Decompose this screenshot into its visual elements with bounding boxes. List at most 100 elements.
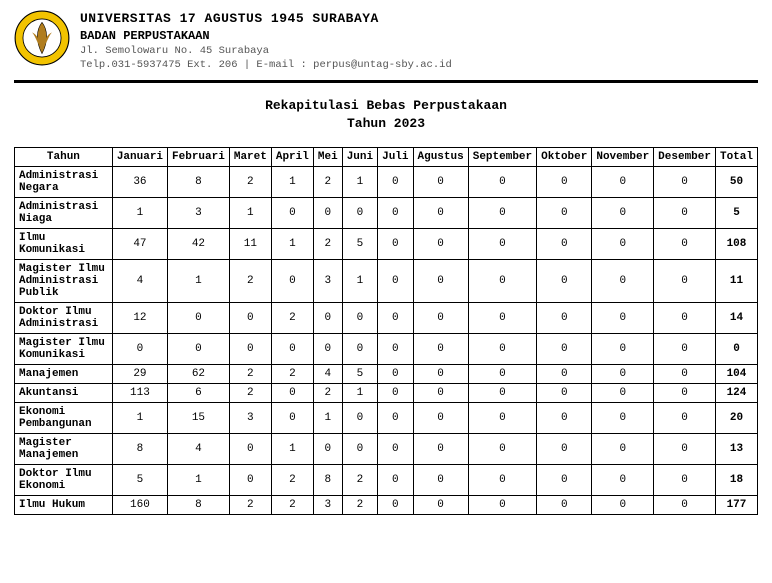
table-row: Ekonomi Pembangunan115301000000020 [15,403,758,434]
cell-value: 0 [654,384,716,403]
row-label: Magister Ilmu Administrasi Publik [15,260,113,303]
row-label: Ilmu Komunikasi [15,229,113,260]
cell-value: 1 [271,229,313,260]
cell-value: 0 [592,496,654,515]
table-row: Akuntansi11362021000000124 [15,384,758,403]
cell-value: 0 [413,403,468,434]
cell-total: 11 [715,260,757,303]
cell-value: 0 [313,434,342,465]
cell-total: 13 [715,434,757,465]
cell-value: 0 [537,260,592,303]
cell-value: 0 [468,303,536,334]
table-row: Magister Ilmu Administrasi Publik4120310… [15,260,758,303]
cell-value: 0 [654,229,716,260]
cell-value: 0 [654,260,716,303]
cell-value: 0 [537,365,592,384]
cell-value: 0 [468,403,536,434]
cell-value: 0 [468,365,536,384]
cell-value: 0 [413,496,468,515]
cell-value: 0 [229,334,271,365]
cell-value: 2 [229,167,271,198]
row-label: Magister Ilmu Komunikasi [15,334,113,365]
university-logo [14,10,70,66]
cell-value: 0 [537,465,592,496]
row-label: Administrasi Negara [15,167,113,198]
col-oktober: Oktober [537,148,592,167]
cell-value: 0 [468,167,536,198]
cell-value: 1 [271,167,313,198]
cell-value: 3 [313,496,342,515]
table-row: Administrasi Negara368212100000050 [15,167,758,198]
cell-value: 11 [229,229,271,260]
cell-value: 0 [313,303,342,334]
cell-total: 50 [715,167,757,198]
cell-value: 0 [413,365,468,384]
cell-value: 0 [468,496,536,515]
cell-value: 0 [413,434,468,465]
cell-value: 0 [413,465,468,496]
row-label: Magister Manajemen [15,434,113,465]
table-row: Magister Manajemen84010000000013 [15,434,758,465]
cell-value: 0 [378,465,413,496]
cell-value: 0 [229,303,271,334]
cell-value: 0 [313,334,342,365]
col-desember: Desember [654,148,716,167]
cell-value: 0 [313,198,342,229]
cell-value: 8 [168,167,230,198]
col-juni: Juni [342,148,377,167]
cell-value: 0 [654,365,716,384]
col-agustus: Agustus [413,148,468,167]
table-header-row: TahunJanuariFebruariMaretAprilMeiJuniJul… [15,148,758,167]
cell-value: 0 [378,229,413,260]
row-label: Doktor Ilmu Administrasi [15,303,113,334]
table-body: Administrasi Negara368212100000050Admini… [15,167,758,515]
university-name: UNIVERSITAS 17 AGUSTUS 1945 SURABAYA [80,10,452,28]
recap-table: TahunJanuariFebruariMaretAprilMeiJuniJul… [14,147,758,515]
cell-value: 36 [112,167,167,198]
cell-value: 160 [112,496,167,515]
cell-value: 0 [229,465,271,496]
cell-value: 15 [168,403,230,434]
cell-value: 0 [468,198,536,229]
col-januari: Januari [112,148,167,167]
cell-value: 0 [271,260,313,303]
title-line1: Rekapitulasi Bebas Perpustakaan [14,97,758,115]
cell-value: 0 [468,465,536,496]
cell-value: 0 [378,384,413,403]
cell-value: 0 [413,198,468,229]
cell-value: 0 [592,365,654,384]
cell-value: 42 [168,229,230,260]
header-text: UNIVERSITAS 17 AGUSTUS 1945 SURABAYA BAD… [80,10,452,72]
cell-value: 0 [342,334,377,365]
col-mei: Mei [313,148,342,167]
cell-value: 5 [342,365,377,384]
cell-value: 1 [112,198,167,229]
cell-value: 2 [229,365,271,384]
cell-value: 2 [271,496,313,515]
cell-value: 2 [342,496,377,515]
cell-value: 113 [112,384,167,403]
cell-value: 8 [313,465,342,496]
cell-value: 0 [271,198,313,229]
cell-value: 0 [592,434,654,465]
cell-value: 2 [313,167,342,198]
cell-value: 4 [168,434,230,465]
cell-value: 0 [413,229,468,260]
cell-value: 0 [654,334,716,365]
cell-value: 0 [271,384,313,403]
cell-value: 6 [168,384,230,403]
cell-value: 0 [168,303,230,334]
cell-value: 0 [468,434,536,465]
cell-value: 0 [342,198,377,229]
cell-value: 12 [112,303,167,334]
title-line2: Tahun 2023 [14,115,758,133]
cell-value: 8 [112,434,167,465]
cell-value: 1 [342,260,377,303]
cell-value: 0 [342,403,377,434]
cell-value: 0 [378,403,413,434]
cell-value: 0 [592,303,654,334]
cell-value: 1 [313,403,342,434]
cell-value: 0 [378,334,413,365]
cell-value: 0 [592,167,654,198]
cell-value: 2 [271,465,313,496]
